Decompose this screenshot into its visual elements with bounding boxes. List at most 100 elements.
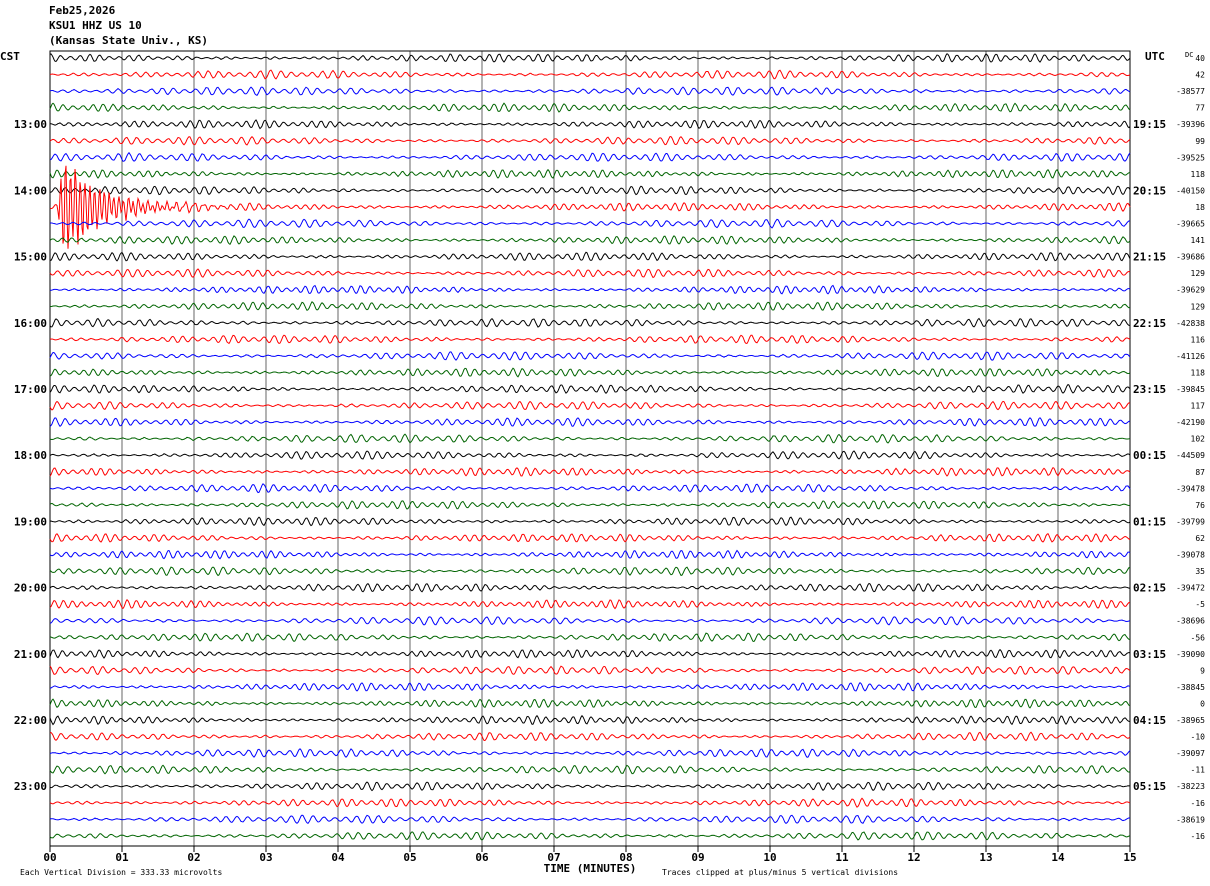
- trace-line: [49, 566, 1131, 577]
- trace-line: [49, 748, 1131, 758]
- station-label: KSU1 HHZ US 10: [49, 19, 142, 32]
- cst-time-label: 13:00: [14, 118, 47, 131]
- scale-note: Each Vertical Division = 333.33 microvol…: [20, 868, 222, 877]
- trace-line: [49, 731, 1131, 742]
- trace-line: [49, 301, 1131, 312]
- dc-offset-value: -56: [1191, 633, 1206, 642]
- x-tick-label: 09: [691, 851, 704, 864]
- dc-offset-value: 129: [1191, 302, 1206, 311]
- trace-line: [49, 400, 1131, 411]
- dc-offset-value: -39665: [1176, 220, 1205, 229]
- trace-line: [49, 598, 1131, 610]
- dc-offset-value: 129: [1191, 269, 1206, 278]
- dc-offset-value: -39799: [1176, 517, 1205, 526]
- site-label: (Kansas State Univ., KS): [49, 34, 208, 47]
- trace-line: [49, 165, 1131, 249]
- utc-time-label: 00:15: [1133, 449, 1166, 462]
- trace-line: [49, 616, 1131, 626]
- trace-line: [49, 69, 1131, 80]
- plot-frame: [49, 50, 1131, 847]
- trace-line: [49, 433, 1131, 444]
- trace-line: [49, 698, 1131, 709]
- cst-time-label: 18:00: [14, 449, 47, 462]
- trace-line: [49, 797, 1131, 808]
- dc-offset-value: 62: [1195, 534, 1205, 543]
- clip-note: Traces clipped at plus/minus 5 vertical …: [662, 868, 898, 877]
- x-tick-label: 15: [1123, 851, 1136, 864]
- cst-time-label: 14:00: [14, 184, 47, 197]
- utc-time-label: 04:15: [1133, 714, 1166, 727]
- dc-offset-value: -10: [1191, 733, 1206, 742]
- trace-line: [49, 714, 1131, 726]
- trace-line: [49, 351, 1131, 361]
- trace-line: [49, 119, 1131, 130]
- trace-line: [49, 500, 1131, 510]
- x-tick-label: 12: [907, 851, 920, 864]
- x-tick-label: 08: [619, 851, 632, 864]
- dc-offset-value: 18: [1195, 203, 1205, 212]
- trace-line: [49, 450, 1131, 460]
- dc-offset-value: -42190: [1176, 418, 1205, 427]
- dc-offset-value: 118: [1191, 170, 1206, 179]
- x-tick-label: 10: [763, 851, 776, 864]
- cst-time-label: 23:00: [14, 780, 47, 793]
- x-tick-label: 01: [115, 851, 129, 864]
- trace-line: [49, 168, 1131, 179]
- dc-offset-value: 102: [1191, 435, 1206, 444]
- dc-offset-value: -38577: [1176, 87, 1205, 96]
- dc-offset-value: 87: [1195, 468, 1205, 477]
- dc-offset-value: -39472: [1176, 584, 1205, 593]
- trace-line: [49, 665, 1131, 675]
- utc-time-label: 23:15: [1133, 383, 1166, 396]
- trace-line: [49, 483, 1131, 494]
- trace-line: [49, 235, 1131, 246]
- trace-line: [49, 516, 1131, 527]
- x-tick-label: 11: [835, 851, 849, 864]
- dc-offset-value: -11: [1191, 766, 1206, 775]
- trace-line: [49, 417, 1131, 427]
- utc-time-label: 21:15: [1133, 251, 1166, 264]
- dc-offset-value: -39090: [1176, 650, 1205, 659]
- dc-offset-value: 40: [1195, 54, 1205, 63]
- dc-offset-value: -38223: [1176, 782, 1205, 791]
- utc-time-label: 19:15: [1133, 118, 1166, 131]
- trace-line: [49, 831, 1131, 841]
- cst-time-label: 21:00: [14, 648, 47, 661]
- x-tick-label: 05: [403, 851, 416, 864]
- x-tick-label: 00: [43, 851, 56, 864]
- dc-offset-value: -38965: [1176, 716, 1205, 725]
- trace-line: [49, 53, 1131, 63]
- trace-line: [49, 681, 1131, 692]
- dc-offset-value: -41126: [1176, 352, 1205, 361]
- trace-line: [49, 466, 1131, 477]
- trace-line: [49, 334, 1131, 345]
- dc-offset-value: 35: [1195, 567, 1205, 576]
- trace-line: [49, 383, 1131, 395]
- utc-time-label: 03:15: [1133, 648, 1166, 661]
- trace-line: [49, 814, 1131, 825]
- trace-line: [49, 549, 1131, 560]
- dc-offset-value: -16: [1191, 832, 1206, 841]
- dc-offset-value: -39525: [1176, 153, 1205, 162]
- dc-offset-value: -39478: [1176, 484, 1205, 493]
- x-tick-label: 14: [1051, 851, 1065, 864]
- trace-line: [49, 102, 1131, 113]
- dc-offset-value: -44509: [1176, 451, 1205, 460]
- trace-line: [49, 317, 1131, 328]
- cst-time-label: 19:00: [14, 515, 47, 528]
- dc-label: DC: [1185, 51, 1193, 59]
- dc-offset-value: -38619: [1176, 815, 1205, 824]
- trace-line: [49, 367, 1131, 378]
- cst-time-label: 20:00: [14, 582, 47, 595]
- date-label: Feb25,2026: [49, 4, 116, 17]
- trace-line: [49, 251, 1131, 262]
- dc-offset-value: 117: [1191, 402, 1206, 411]
- x-tick-label: 04: [331, 851, 345, 864]
- utc-time-label: 01:15: [1133, 515, 1166, 528]
- trace-line: [49, 136, 1131, 146]
- x-axis-title: TIME (MINUTES): [544, 862, 637, 875]
- trace-line: [49, 532, 1131, 543]
- dc-offset-value: -42838: [1176, 319, 1205, 328]
- dc-offset-value: -39078: [1176, 551, 1205, 560]
